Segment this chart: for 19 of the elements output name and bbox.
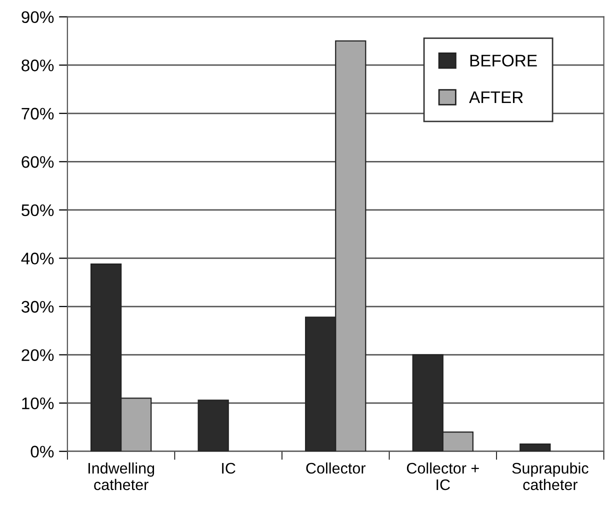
x-tick-label: Collector + IC [406,462,479,490]
y-tick-label: 30% [22,300,54,313]
y-tick-label: 60% [22,156,54,168]
legend-label: AFTER [469,92,523,103]
y-tick-label: 40% [21,252,54,264]
y-tick-label: 90% [22,11,54,24]
x-tick-label: Collector [306,462,366,474]
y-tick-label: 70% [22,108,54,120]
y-tick-label: 50% [22,204,54,216]
x-tick-label: Suprapubic catheter [512,462,588,490]
bar [520,444,551,452]
bar [198,400,229,452]
y-tick-label: 80% [22,60,54,72]
x-tick-label: IC [222,462,236,474]
x-tick-label: Indwelling catheter [88,462,154,490]
legend-label: BEFORE [470,54,537,67]
y-tick-label: 10% [22,397,54,410]
y-tick-label: 20% [22,349,54,361]
y-tick-label: 0% [30,446,54,458]
